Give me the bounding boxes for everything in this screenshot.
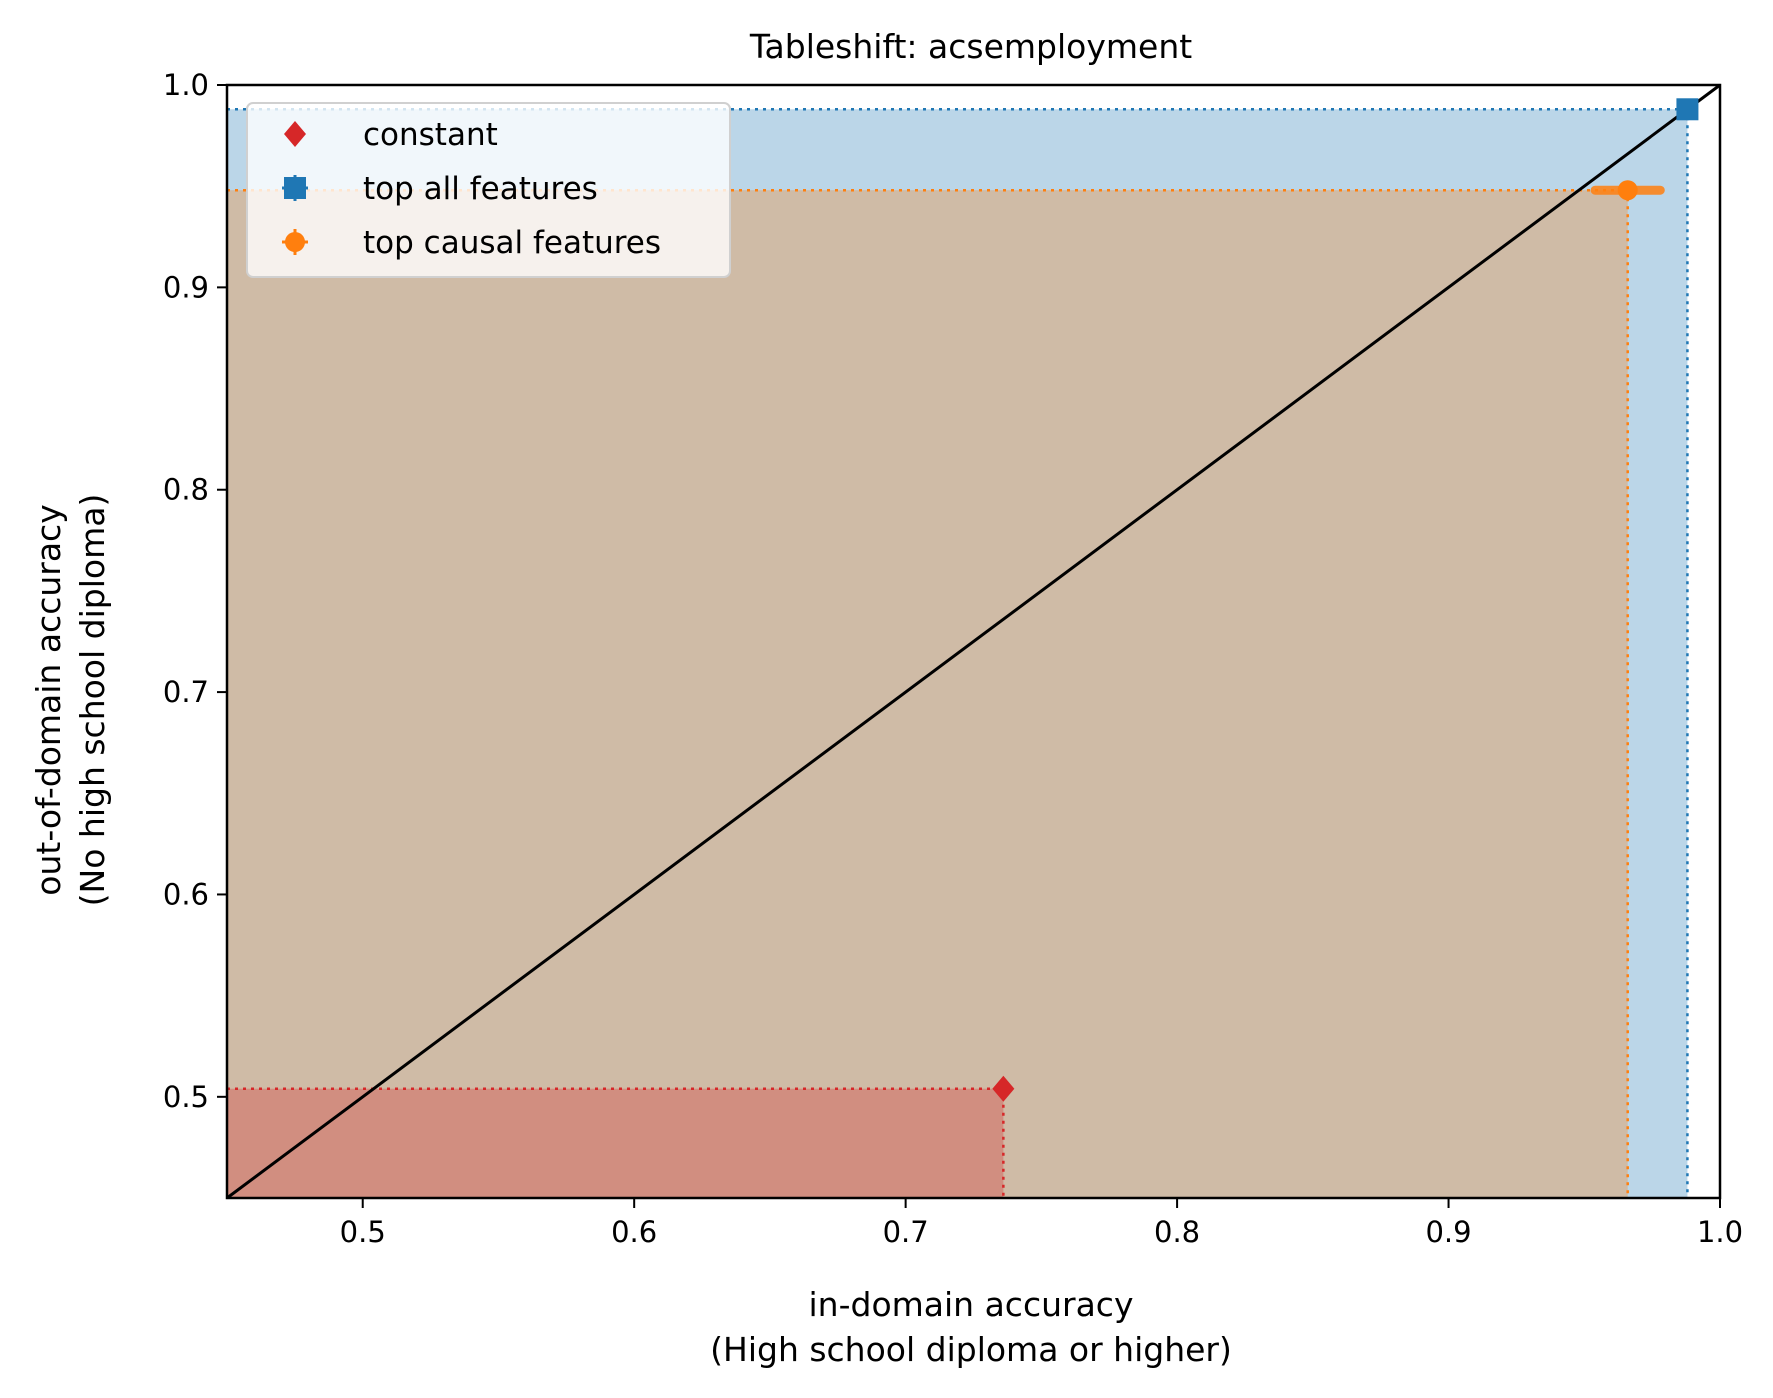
x-tick-label: 0.8 (1154, 1215, 1200, 1249)
legend-label: top causal features (363, 225, 661, 261)
point-constant (992, 1075, 1015, 1102)
diagonal-reference-line (226, 83, 1721, 1200)
x-tick-label: 0.6 (611, 1215, 657, 1249)
x-axis-label-line2: (High school diploma or higher) (710, 1330, 1232, 1369)
legend-label: top all features (363, 171, 598, 207)
legend-item-constant: constant (284, 117, 498, 153)
point-top-causal-features (1617, 180, 1638, 201)
y-axis-label-line1: out-of-domain accuracy (29, 504, 68, 895)
shaded-region-top-causal-features (227, 190, 1628, 1198)
axes-frame (225, 83, 1722, 1200)
y-tick-label: 1.0 (163, 68, 209, 102)
shaded-region-constant (227, 1088, 1004, 1198)
y-axis-ticks: 0.5 0.6 0.7 0.8 0.9 1.0 (163, 68, 227, 1114)
y-tick-label: 0.5 (163, 1080, 209, 1114)
y-axis-label-line2: (No high school diploma) (73, 494, 112, 907)
legend-marker-top-causal-features (285, 232, 305, 252)
y-tick-label: 0.7 (163, 675, 209, 709)
legend-label: constant (363, 117, 498, 153)
point-top-all-features (1676, 98, 1699, 121)
legend-marker-top-all-features (284, 177, 306, 199)
x-tick-label: 0.7 (883, 1215, 929, 1249)
legend-item-top-causal-features: top causal features (282, 225, 661, 261)
y-tick-label: 0.9 (163, 270, 209, 304)
legend-box (246, 102, 731, 278)
x-tick-label: 1.0 (1697, 1215, 1743, 1249)
x-tick-label: 0.9 (1425, 1215, 1471, 1249)
legend-item-top-all-features: top all features (282, 171, 598, 207)
chart-title: Tableshift: acsemployment (749, 27, 1192, 66)
legend: constant top all features top causal featu… (246, 102, 731, 278)
y-tick-label: 0.8 (163, 473, 209, 507)
y-tick-label: 0.6 (163, 877, 209, 911)
data-points (992, 98, 1699, 1102)
x-axis-ticks: 0.5 0.6 0.7 0.8 0.9 1.0 (340, 1198, 1743, 1249)
x-tick-label: 0.5 (340, 1215, 386, 1249)
x-axis-label-line1: in-domain accuracy (809, 1285, 1134, 1324)
legend-marker-constant (284, 121, 306, 147)
